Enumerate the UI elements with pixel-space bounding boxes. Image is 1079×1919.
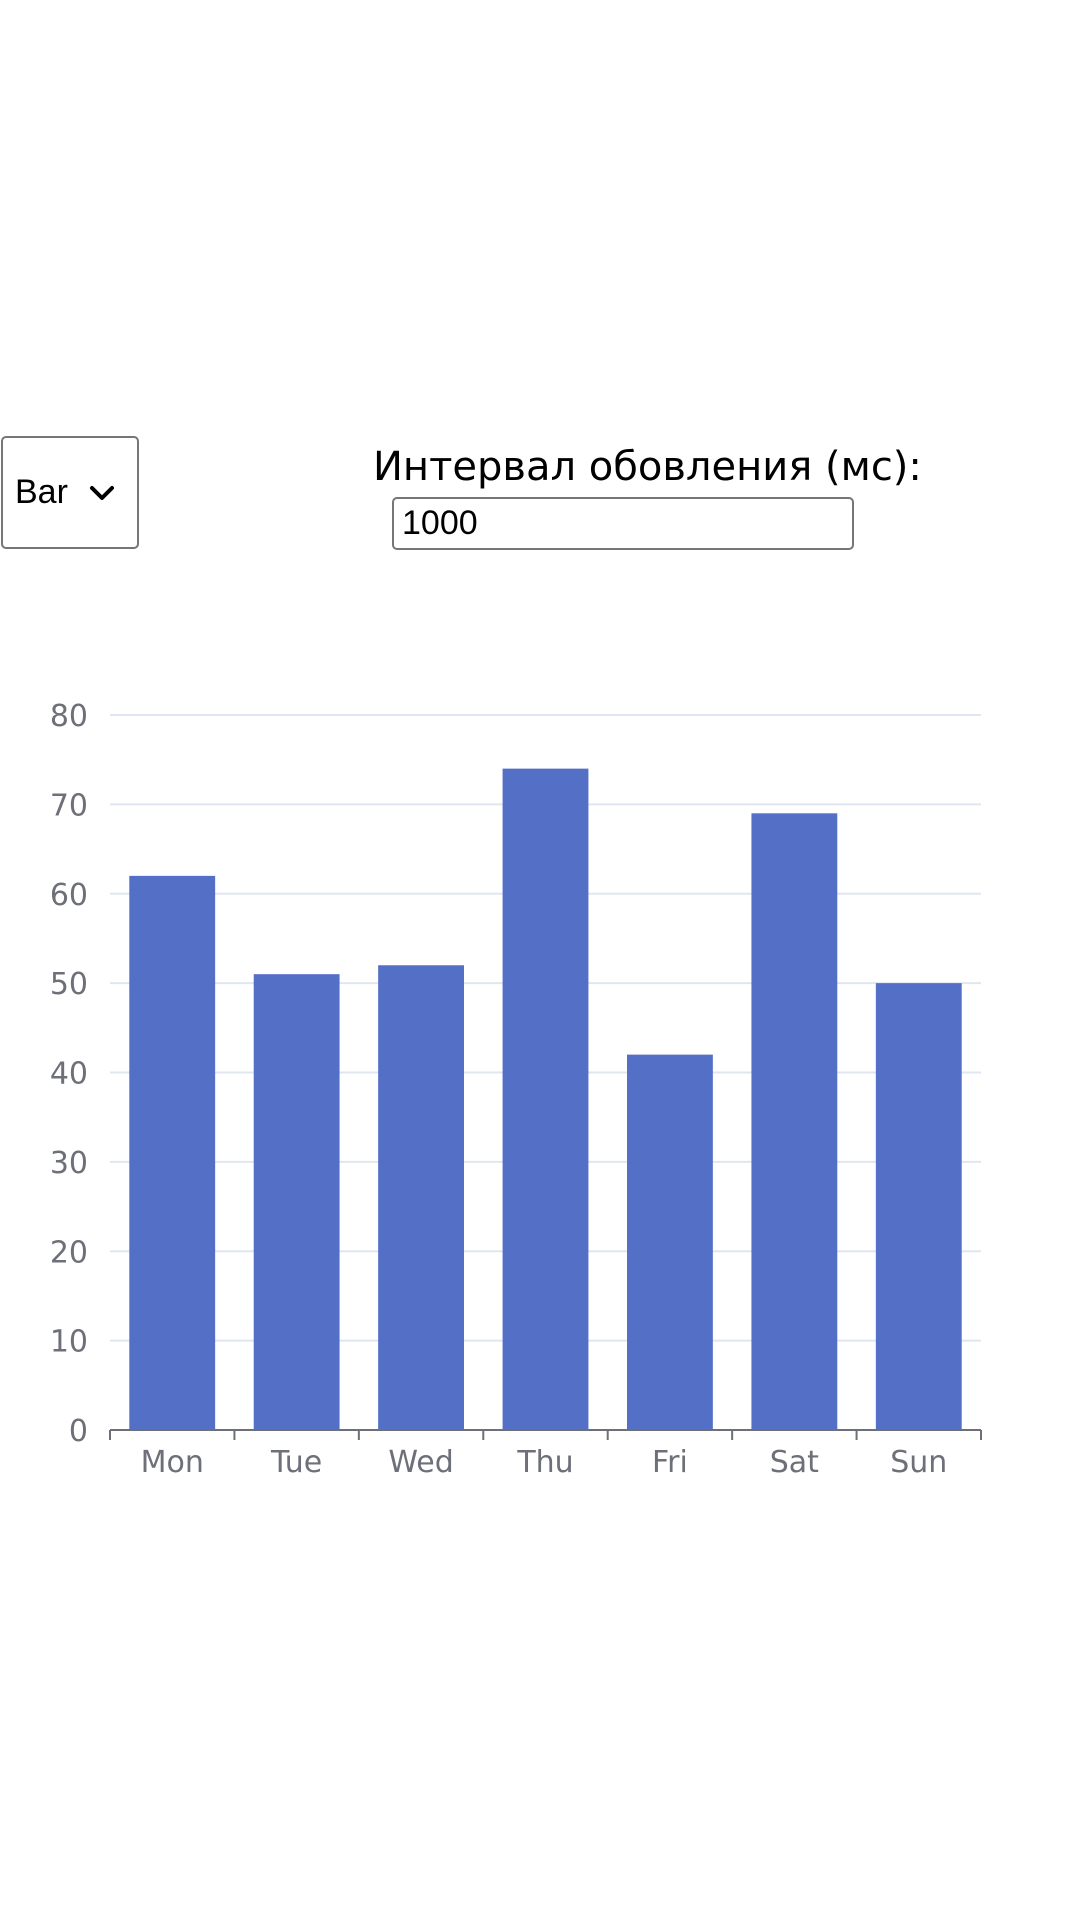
x-tick-label: Sat	[770, 1445, 819, 1480]
y-tick-label: 0	[69, 1414, 88, 1449]
y-axis-labels: 0 10 20 30 40 50 60 70 80	[50, 699, 88, 1449]
interval-label: Интервал обовления (мс):	[373, 444, 922, 490]
y-tick-label: 30	[50, 1146, 88, 1181]
bar-sun[interactable]	[875, 983, 962, 1430]
bar-sat[interactable]	[751, 813, 838, 1430]
bars	[129, 768, 962, 1430]
chart-type-selected-value: Bar	[15, 473, 68, 511]
x-tick-label: Wed	[388, 1445, 453, 1480]
bar-tue[interactable]	[253, 974, 340, 1430]
chart-type-select[interactable]: Bar	[1, 436, 139, 549]
bar-chart: 0 10 20 30 40 50 60 70 80 Mon Tue Wed Thu Fri Sat Sun	[50, 699, 982, 1480]
x-axis-labels: Mon Tue Wed Thu Fri Sat Sun	[141, 1445, 948, 1480]
controls-bar: Bar Интервал обовления (мс):	[0, 436, 1079, 552]
x-tick-label: Fri	[652, 1445, 688, 1480]
y-tick-label: 80	[50, 699, 88, 734]
y-tick-label: 20	[50, 1235, 88, 1270]
chevron-down-icon	[90, 485, 114, 500]
chart-container: 0 10 20 30 40 50 60 70 80 Mon Tue Wed Thu Fri Sat Sun	[0, 650, 1079, 1500]
x-tick-label: Thu	[516, 1445, 573, 1480]
interval-input[interactable]	[392, 497, 854, 550]
bar-mon[interactable]	[129, 875, 216, 1430]
x-tick-label: Tue	[270, 1445, 322, 1480]
bar-fri[interactable]	[627, 1054, 713, 1430]
x-tick-label: Sun	[890, 1445, 947, 1480]
y-tick-label: 60	[50, 878, 88, 913]
x-axis	[109, 1429, 982, 1440]
y-tick-label: 70	[50, 788, 88, 823]
x-tick-label: Mon	[141, 1445, 204, 1480]
bar-wed[interactable]	[378, 965, 464, 1430]
bar-thu[interactable]	[502, 768, 589, 1430]
y-tick-label: 10	[50, 1325, 88, 1360]
y-tick-label: 50	[50, 967, 88, 1002]
y-tick-label: 40	[50, 1057, 88, 1092]
interval-group: Интервал обовления (мс):	[373, 436, 922, 552]
